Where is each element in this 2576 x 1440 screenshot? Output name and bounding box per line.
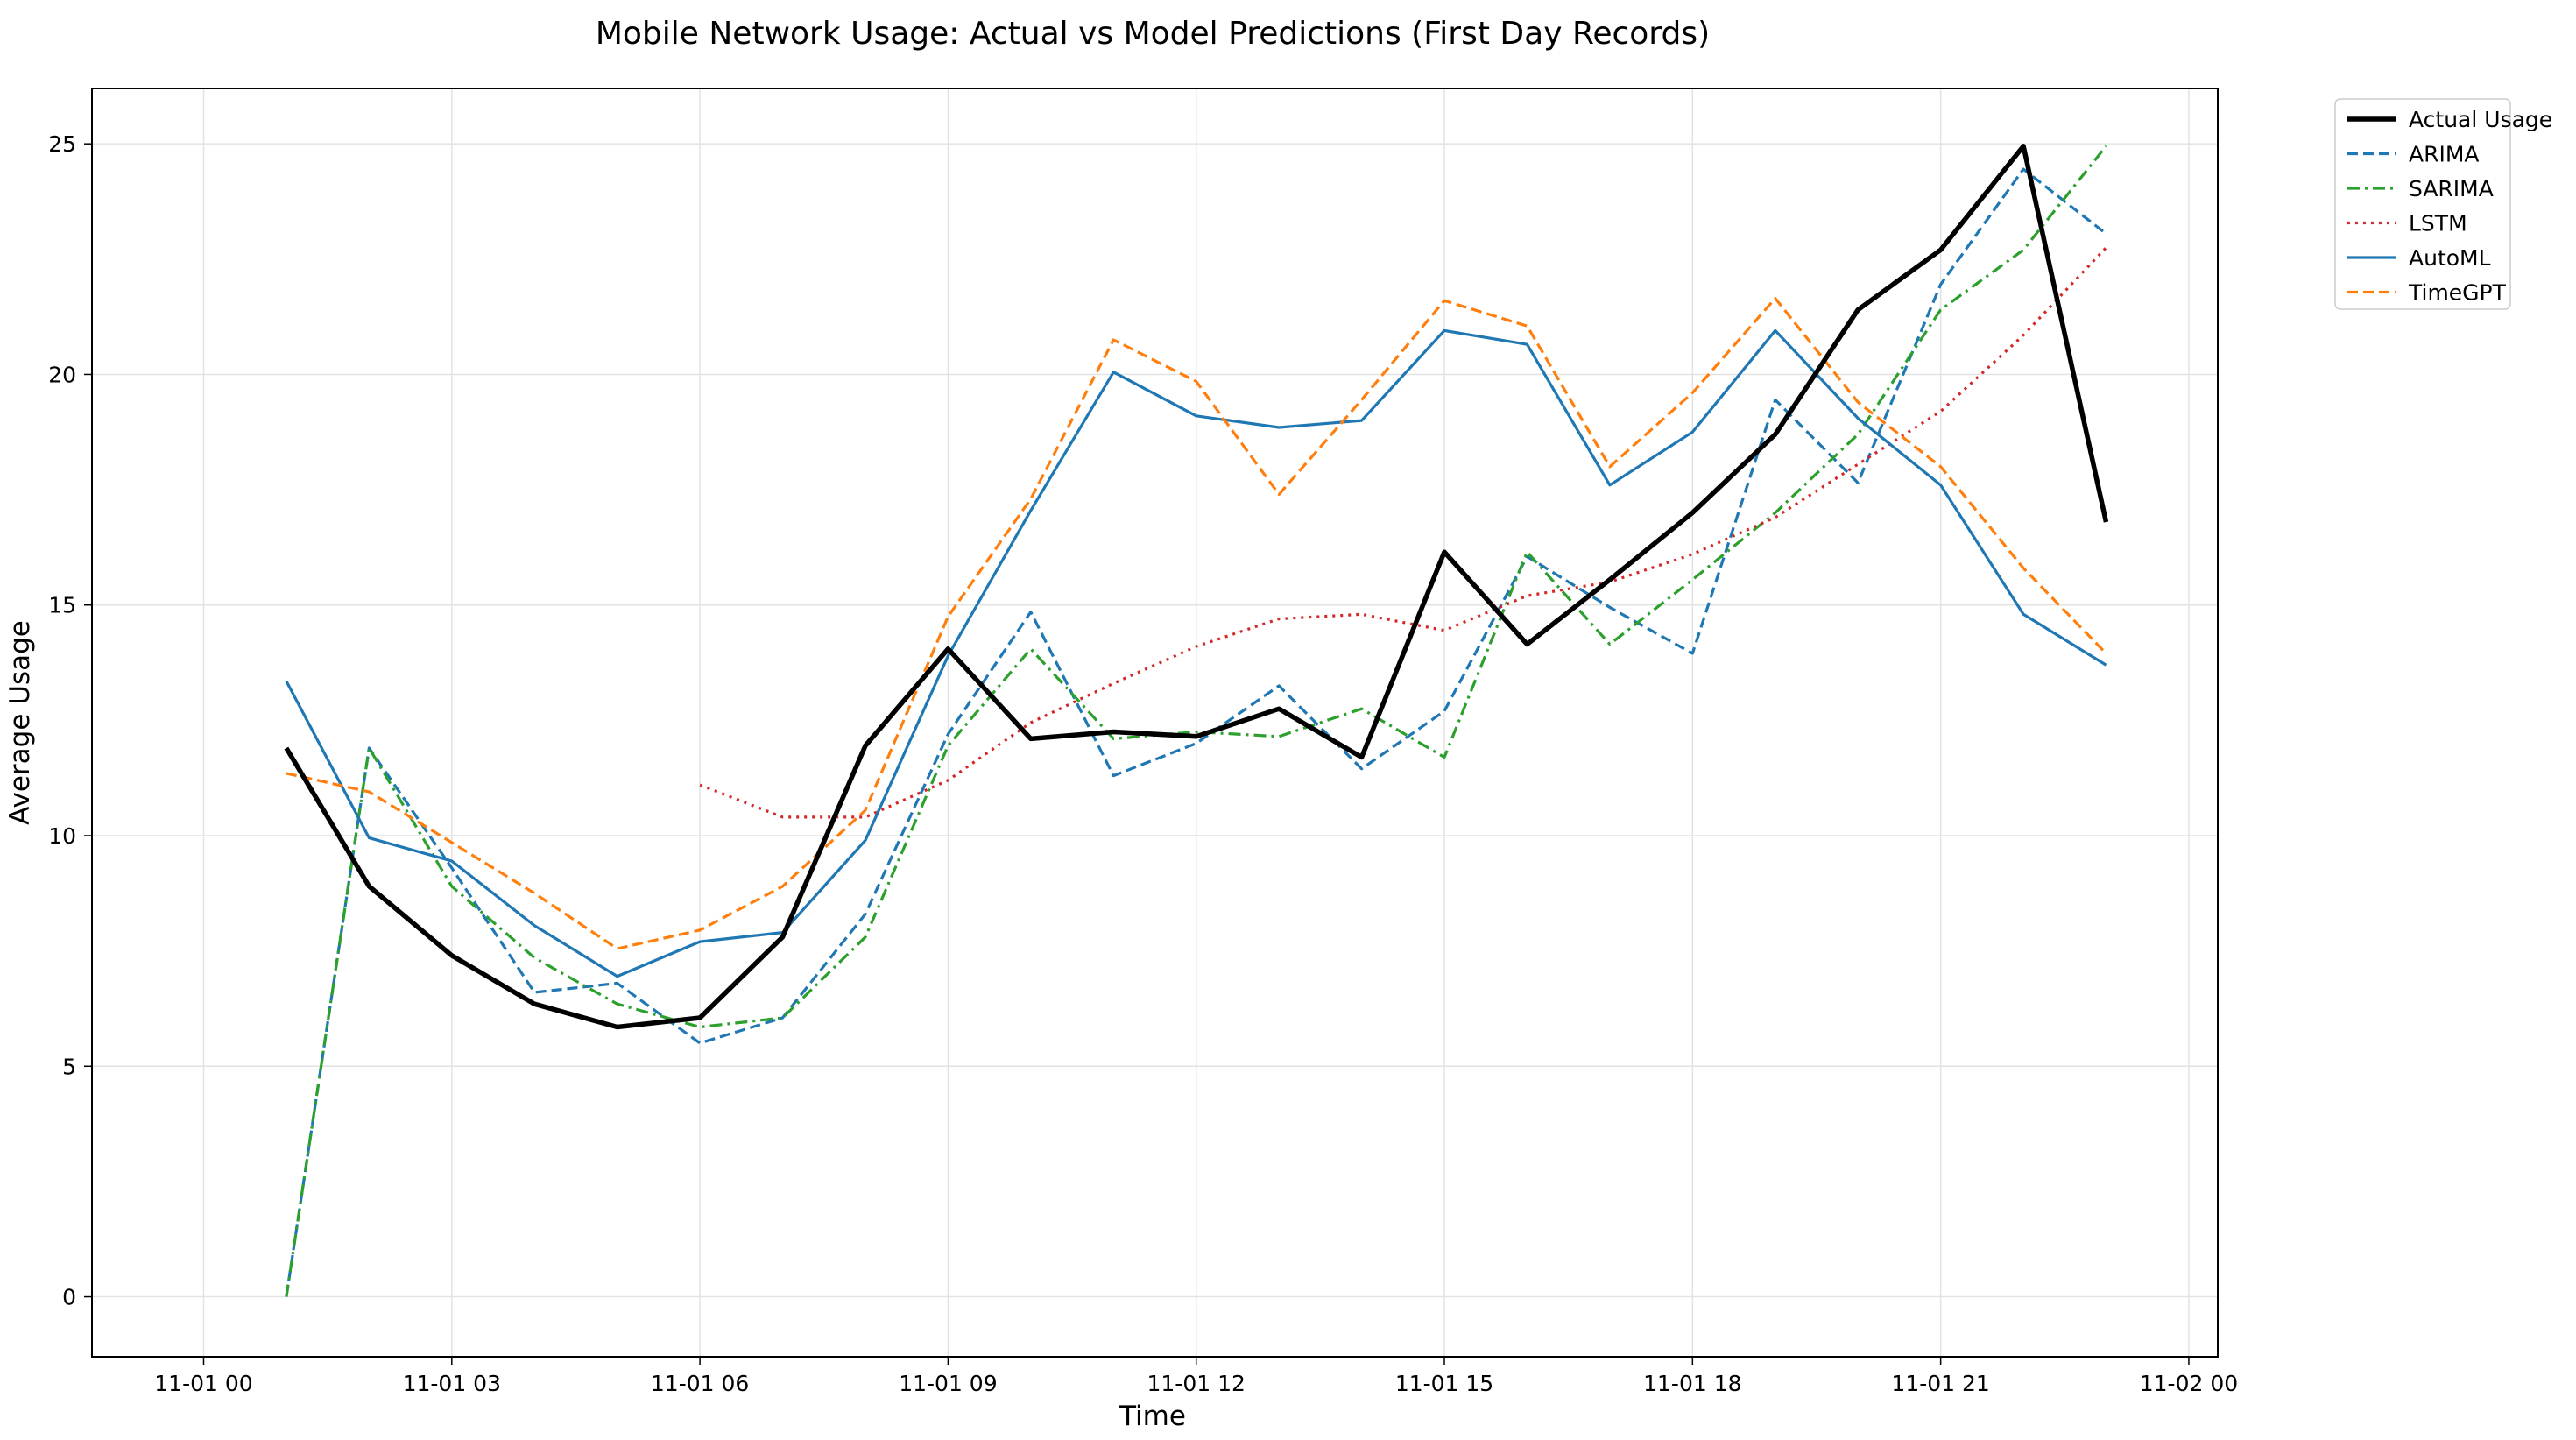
series-line-timegpt (286, 297, 2107, 950)
x-axis: 11-01 00 11-01 03 11-01 06 11-01 09 11-01 12… (154, 1357, 2238, 1396)
y-tick-label: 10 (48, 823, 76, 849)
y-tick-label: 5 (62, 1054, 76, 1079)
chart-title: Mobile Network Usage: Actual vs Model Pr… (596, 16, 1710, 52)
y-axis-label: Average Usage (4, 620, 36, 825)
x-tick-label: 11-01 06 (651, 1371, 749, 1396)
legend-label: ARIMA (2409, 142, 2480, 167)
series-line-actual-usage (284, 144, 2109, 1030)
y-tick-label: 20 (48, 362, 76, 387)
x-tick-label: 11-01 15 (1395, 1371, 1493, 1396)
series-layer (284, 144, 2109, 1297)
y-tick-label: 25 (48, 131, 76, 157)
legend: Actual Usage ARIMA SARIMA LSTM AutoML TimeGPT (2334, 98, 2552, 310)
x-tick-label: 11-01 12 (1147, 1371, 1246, 1396)
x-tick-label: 11-01 21 (1891, 1371, 1989, 1396)
y-tick-label: 0 (62, 1285, 76, 1310)
legend-label: AutoML (2409, 245, 2491, 271)
series-line-automl (285, 328, 2107, 978)
x-tick-label: 11-01 00 (154, 1371, 252, 1396)
y-axis: 0 5 10 15 20 25 (48, 131, 92, 1310)
x-tick-label: 11-01 18 (1643, 1371, 1741, 1396)
x-tick-label: 11-01 09 (899, 1371, 997, 1396)
series-line-arima (285, 167, 2107, 1297)
legend-label: SARIMA (2409, 176, 2494, 201)
x-tick-label: 11-02 00 (2140, 1371, 2238, 1396)
series-line-sarima (285, 145, 2107, 1297)
series-line-lstm (699, 246, 2107, 819)
legend-label: LSTM (2409, 211, 2467, 236)
x-tick-label: 11-01 03 (403, 1371, 501, 1396)
legend-label: TimeGPT (2408, 280, 2507, 306)
x-axis-label: Time (1119, 1401, 1186, 1432)
plot-frame (91, 88, 2219, 1358)
legend-label: Actual Usage (2409, 107, 2552, 132)
y-tick-label: 15 (48, 593, 76, 618)
